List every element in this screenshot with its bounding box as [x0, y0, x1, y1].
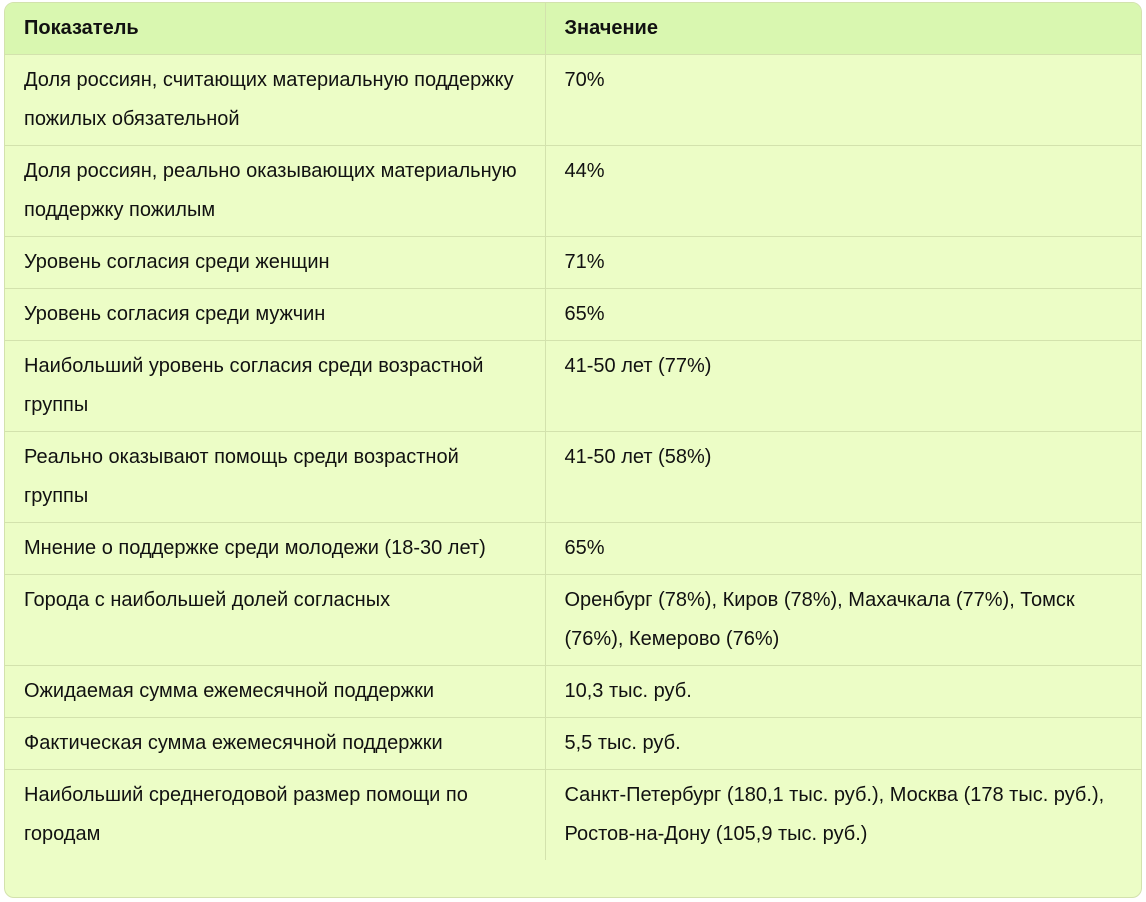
value-cell: 70%	[544, 54, 1141, 146]
table-row: Ожидаемая сумма ежемесячной поддержки 10…	[5, 665, 1141, 718]
indicator-cell: Наибольший уровень согласия среди возрас…	[5, 340, 545, 432]
value-cell: 41-50 лет (77%)	[544, 340, 1141, 432]
value-cell: Санкт-Петербург (180,1 тыс. руб.), Москв…	[544, 769, 1141, 860]
table-row: Города с наибольшей долей согласных Орен…	[5, 574, 1141, 666]
table-row: Фактическая сумма ежемесячной поддержки …	[5, 717, 1141, 770]
data-table: Показатель Значение Доля россиян, считаю…	[5, 3, 1141, 860]
value-cell: 5,5 тыс. руб.	[544, 717, 1141, 770]
indicator-cell: Города с наибольшей долей согласных	[5, 574, 545, 666]
indicator-cell: Фактическая сумма ежемесячной поддержки	[5, 717, 545, 770]
value-cell: 10,3 тыс. руб.	[544, 665, 1141, 718]
value-cell: 65%	[544, 522, 1141, 575]
table-row: Реально оказывают помощь среди возрастно…	[5, 431, 1141, 523]
indicator-cell: Мнение о поддержке среди молодежи (18-30…	[5, 522, 545, 575]
table-row: Наибольший уровень согласия среди возрас…	[5, 340, 1141, 432]
indicator-cell: Доля россиян, реально оказывающих матери…	[5, 145, 545, 237]
table-row: Уровень согласия среди женщин 71%	[5, 236, 1141, 289]
indicator-cell: Доля россиян, считающих материальную под…	[5, 54, 545, 146]
indicator-cell: Уровень согласия среди мужчин	[5, 288, 545, 341]
indicator-cell: Уровень согласия среди женщин	[5, 236, 545, 289]
table-row: Уровень согласия среди мужчин 65%	[5, 288, 1141, 341]
column-header-value: Значение	[544, 3, 1141, 55]
indicator-cell: Ожидаемая сумма ежемесячной поддержки	[5, 665, 545, 718]
indicator-cell: Наибольший среднегодовой размер помощи п…	[5, 769, 545, 860]
column-header-indicator: Показатель	[5, 3, 545, 55]
value-cell: 44%	[544, 145, 1141, 237]
table-row: Доля россиян, реально оказывающих матери…	[5, 145, 1141, 237]
table-row: Наибольший среднегодовой размер помощи п…	[5, 769, 1141, 860]
value-cell: 41-50 лет (58%)	[544, 431, 1141, 523]
value-cell: 71%	[544, 236, 1141, 289]
table-row: Доля россиян, считающих материальную под…	[5, 54, 1141, 146]
table-header-row: Показатель Значение	[5, 3, 1141, 55]
data-table-container: Показатель Значение Доля россиян, считаю…	[4, 2, 1142, 898]
value-cell: Оренбург (78%), Киров (78%), Махачкала (…	[544, 574, 1141, 666]
value-cell: 65%	[544, 288, 1141, 341]
table-row: Мнение о поддержке среди молодежи (18-30…	[5, 522, 1141, 575]
indicator-cell: Реально оказывают помощь среди возрастно…	[5, 431, 545, 523]
